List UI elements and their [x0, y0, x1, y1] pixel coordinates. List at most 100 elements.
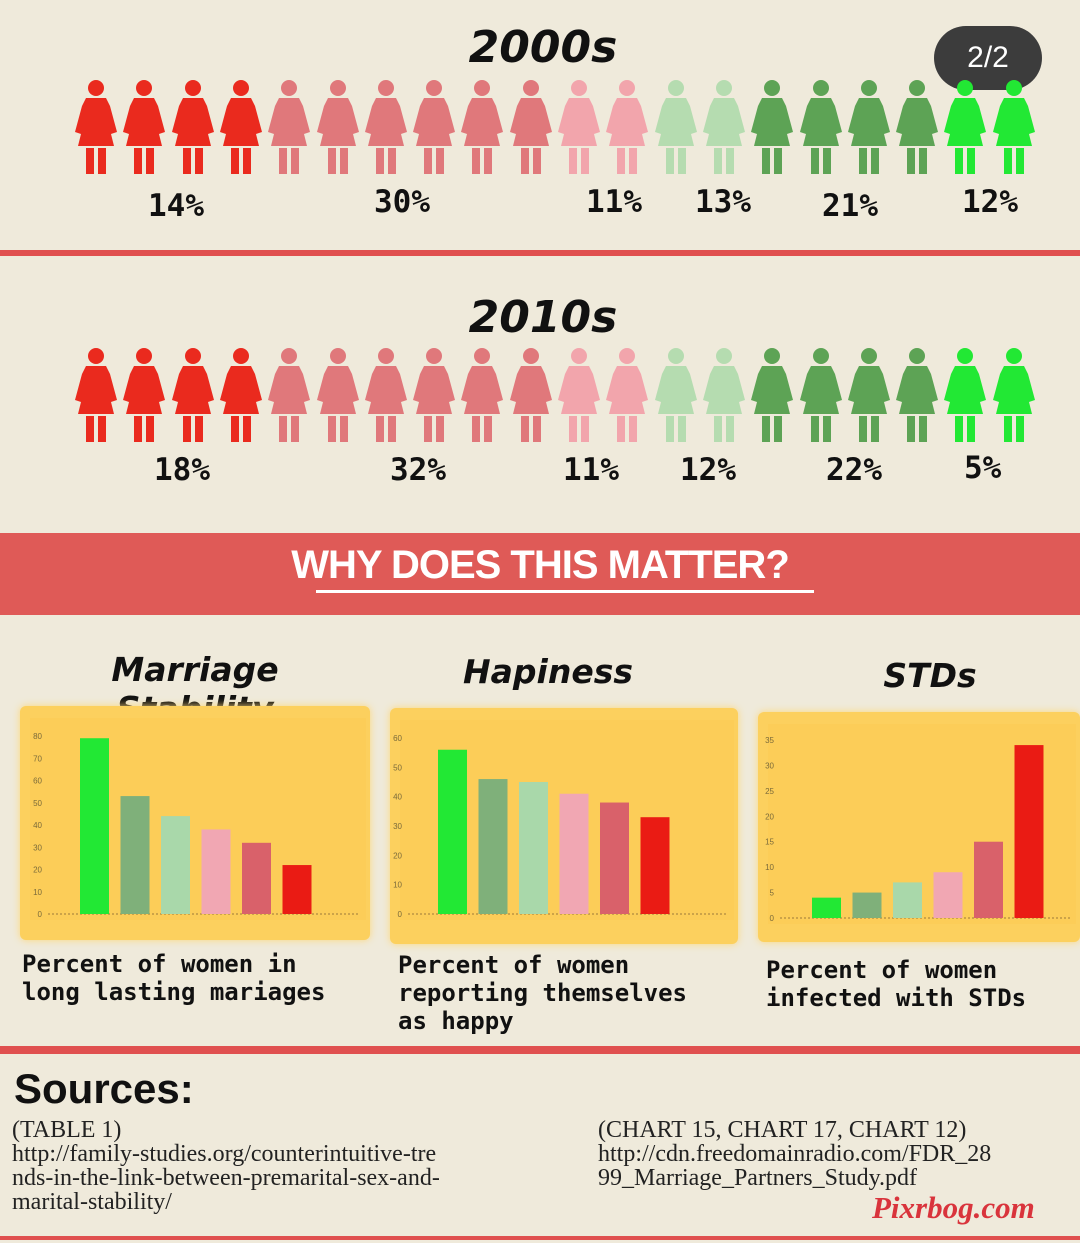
page-counter-badge: 2/2	[934, 26, 1042, 90]
pct-label: 22%	[826, 452, 882, 488]
woman-icon	[412, 346, 456, 450]
y-tick-label: 5	[770, 889, 775, 898]
pct-label: 32%	[390, 452, 446, 488]
woman-icon	[460, 346, 504, 450]
bar	[519, 782, 548, 914]
bar	[80, 738, 109, 914]
bar	[161, 816, 190, 914]
woman-icon	[171, 78, 215, 182]
pct-label: 5%	[964, 450, 1002, 486]
y-tick-label: 15	[765, 838, 774, 847]
section-divider	[0, 1046, 1080, 1054]
bar-chart-stds: 0 5 10 15 20 25 30 35	[765, 724, 1076, 924]
y-tick-label: 40	[393, 793, 402, 802]
bar	[933, 872, 963, 918]
bar-chart-happiness: 0 10 20 30 40 50 60	[393, 720, 734, 920]
y-tick-label: 20	[393, 851, 402, 860]
bar	[282, 865, 312, 914]
icon-row-2010s	[74, 346, 1044, 450]
bar	[478, 779, 508, 914]
woman-icon	[992, 78, 1036, 182]
pct-label: 11%	[586, 184, 642, 220]
chart-caption-marriage-stability: Percent of women in long lasting mariage…	[22, 950, 326, 1006]
source-link[interactable]: http://family-studies.org/counterintuiti…	[12, 1141, 437, 1167]
pct-label: 13%	[695, 184, 751, 220]
y-tick-label: 35	[765, 736, 774, 745]
pct-label: 12%	[680, 452, 736, 488]
sources-heading: Sources:	[14, 1065, 194, 1112]
banner-underline	[316, 590, 814, 593]
woman-icon	[171, 346, 215, 450]
y-tick-label: 30	[393, 822, 402, 831]
bar	[242, 842, 271, 914]
source-link[interactable]: nds-in-the-link-between-premarital-sex-a…	[12, 1165, 440, 1191]
woman-icon	[847, 78, 891, 182]
woman-icon	[557, 346, 601, 450]
woman-icon	[122, 78, 166, 182]
y-tick-label: 60	[33, 777, 42, 786]
woman-icon	[267, 78, 311, 182]
woman-icon	[654, 346, 698, 450]
y-tick-label: 80	[33, 732, 42, 741]
bar	[438, 749, 467, 914]
y-tick-label: 50	[393, 763, 402, 772]
section-banner	[0, 533, 1080, 615]
woman-icon	[219, 78, 263, 182]
y-tick-label: 20	[33, 866, 42, 875]
woman-icon	[702, 78, 746, 182]
chart-panel-marriage-stability: 0 10 20 30 40 50 60 70 80	[20, 706, 370, 940]
pct-label: 12%	[962, 184, 1018, 220]
source-line: (CHART 15, CHART 17, CHART 12)	[598, 1117, 967, 1143]
y-tick-label: 10	[33, 888, 42, 897]
woman-icon	[702, 346, 746, 450]
y-tick-label: 50	[33, 799, 42, 808]
woman-icon	[557, 78, 601, 182]
decade-title-2000s: 2000s	[468, 22, 618, 73]
woman-icon	[412, 78, 456, 182]
chart-panel-happiness: 0 10 20 30 40 50 60	[390, 708, 738, 944]
woman-icon	[364, 78, 408, 182]
y-tick-label: 25	[765, 787, 774, 796]
bar	[640, 817, 670, 914]
woman-icon	[460, 78, 504, 182]
woman-icon	[316, 346, 360, 450]
bar	[852, 892, 882, 918]
woman-icon	[943, 78, 987, 182]
woman-icon	[509, 346, 553, 450]
source-link[interactable]: http://cdn.freedomainradio.com/FDR_28	[598, 1141, 992, 1167]
woman-icon	[943, 346, 987, 450]
y-tick-label: 60	[393, 734, 402, 743]
pct-label: 14%	[148, 188, 204, 224]
icon-row-2000s	[74, 78, 1044, 182]
woman-icon	[750, 78, 794, 182]
section-divider	[0, 250, 1080, 256]
y-tick-label: 70	[33, 754, 42, 763]
y-tick-label: 10	[393, 881, 402, 890]
bar	[812, 897, 841, 918]
woman-icon	[74, 346, 118, 450]
y-tick-label: 40	[33, 821, 42, 830]
y-tick-label: 0	[38, 910, 43, 919]
bottom-border	[0, 1236, 1080, 1240]
chart-title-stds: STDs	[883, 656, 977, 695]
woman-icon	[992, 346, 1036, 450]
banner-heading: WHY DOES THIS MATTER?	[291, 543, 790, 587]
bar	[120, 796, 150, 914]
woman-icon	[605, 78, 649, 182]
source-line: (TABLE 1)	[12, 1117, 122, 1143]
chart-title-happiness: Hapiness	[463, 652, 633, 691]
woman-icon	[847, 346, 891, 450]
pct-label: 21%	[822, 188, 878, 224]
pct-label: 11%	[563, 452, 619, 488]
bar	[1014, 745, 1044, 918]
watermark: Pixrbog.com	[872, 1190, 1035, 1225]
woman-icon	[895, 346, 939, 450]
woman-icon	[799, 346, 843, 450]
source-link[interactable]: marital-stability/	[12, 1189, 172, 1215]
woman-icon	[654, 78, 698, 182]
chart-panel-stds: 0 5 10 15 20 25 30 35	[758, 712, 1080, 942]
bar	[600, 802, 629, 914]
woman-icon	[895, 78, 939, 182]
y-tick-label: 0	[770, 914, 775, 923]
source-link[interactable]: 99_Marriage_Partners_Study.pdf	[598, 1165, 918, 1191]
